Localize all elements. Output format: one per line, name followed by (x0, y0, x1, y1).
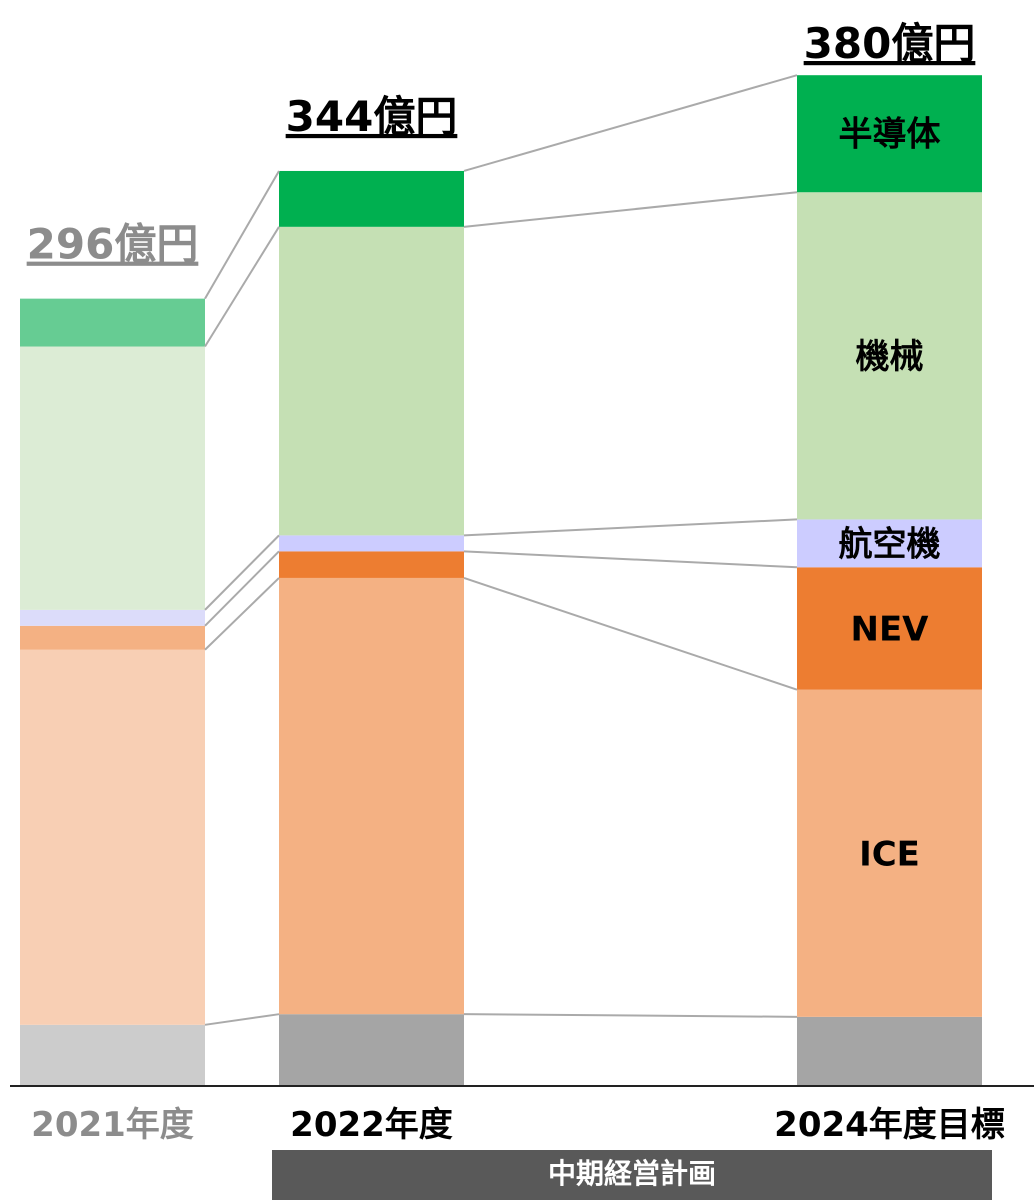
connector (204, 226, 280, 348)
connector (204, 170, 280, 300)
total-label: 380億円 (804, 19, 976, 68)
bar-segment (279, 577, 464, 1015)
total-label: 296億円 (27, 220, 199, 269)
connector (463, 550, 798, 569)
category-label: 2021年度 (31, 1105, 194, 1145)
bar-segment (797, 689, 982, 1017)
connector (204, 550, 280, 627)
total-label: 344億円 (286, 92, 458, 141)
bar-segment (20, 298, 205, 347)
bar-segment (20, 625, 205, 650)
bar-segment (797, 567, 982, 690)
connector (204, 577, 280, 651)
bar-segment (797, 192, 982, 520)
bar-segment (279, 1014, 464, 1086)
connector (463, 74, 798, 172)
bar-segment (20, 346, 205, 610)
bar-segment (797, 75, 982, 193)
segment-label: 半導体 (839, 115, 941, 155)
banner-box (272, 1150, 992, 1200)
bar-segment (279, 535, 464, 552)
bar-segment (279, 170, 464, 227)
bar-segment (279, 551, 464, 578)
bar-segment (20, 609, 205, 626)
bar-segment (20, 1024, 205, 1086)
connector (463, 191, 798, 228)
segment-label: NEV (851, 609, 930, 649)
connector (204, 1013, 280, 1026)
connector (463, 576, 798, 691)
connector (463, 518, 798, 537)
bar-segment (20, 649, 205, 1025)
segment-label: 機械 (856, 337, 924, 377)
bar-segment (797, 1016, 982, 1086)
connector (204, 534, 280, 611)
category-label: 2024年度目標 (774, 1105, 1005, 1145)
segment-label: 航空機 (839, 524, 941, 564)
segment-label: ICE (859, 834, 920, 874)
bar-segment (797, 519, 982, 568)
banner-text: 中期経営計画 (548, 1157, 716, 1190)
bar-segment (279, 226, 464, 536)
category-label: 2022年度 (290, 1105, 453, 1145)
connector (463, 1013, 798, 1018)
